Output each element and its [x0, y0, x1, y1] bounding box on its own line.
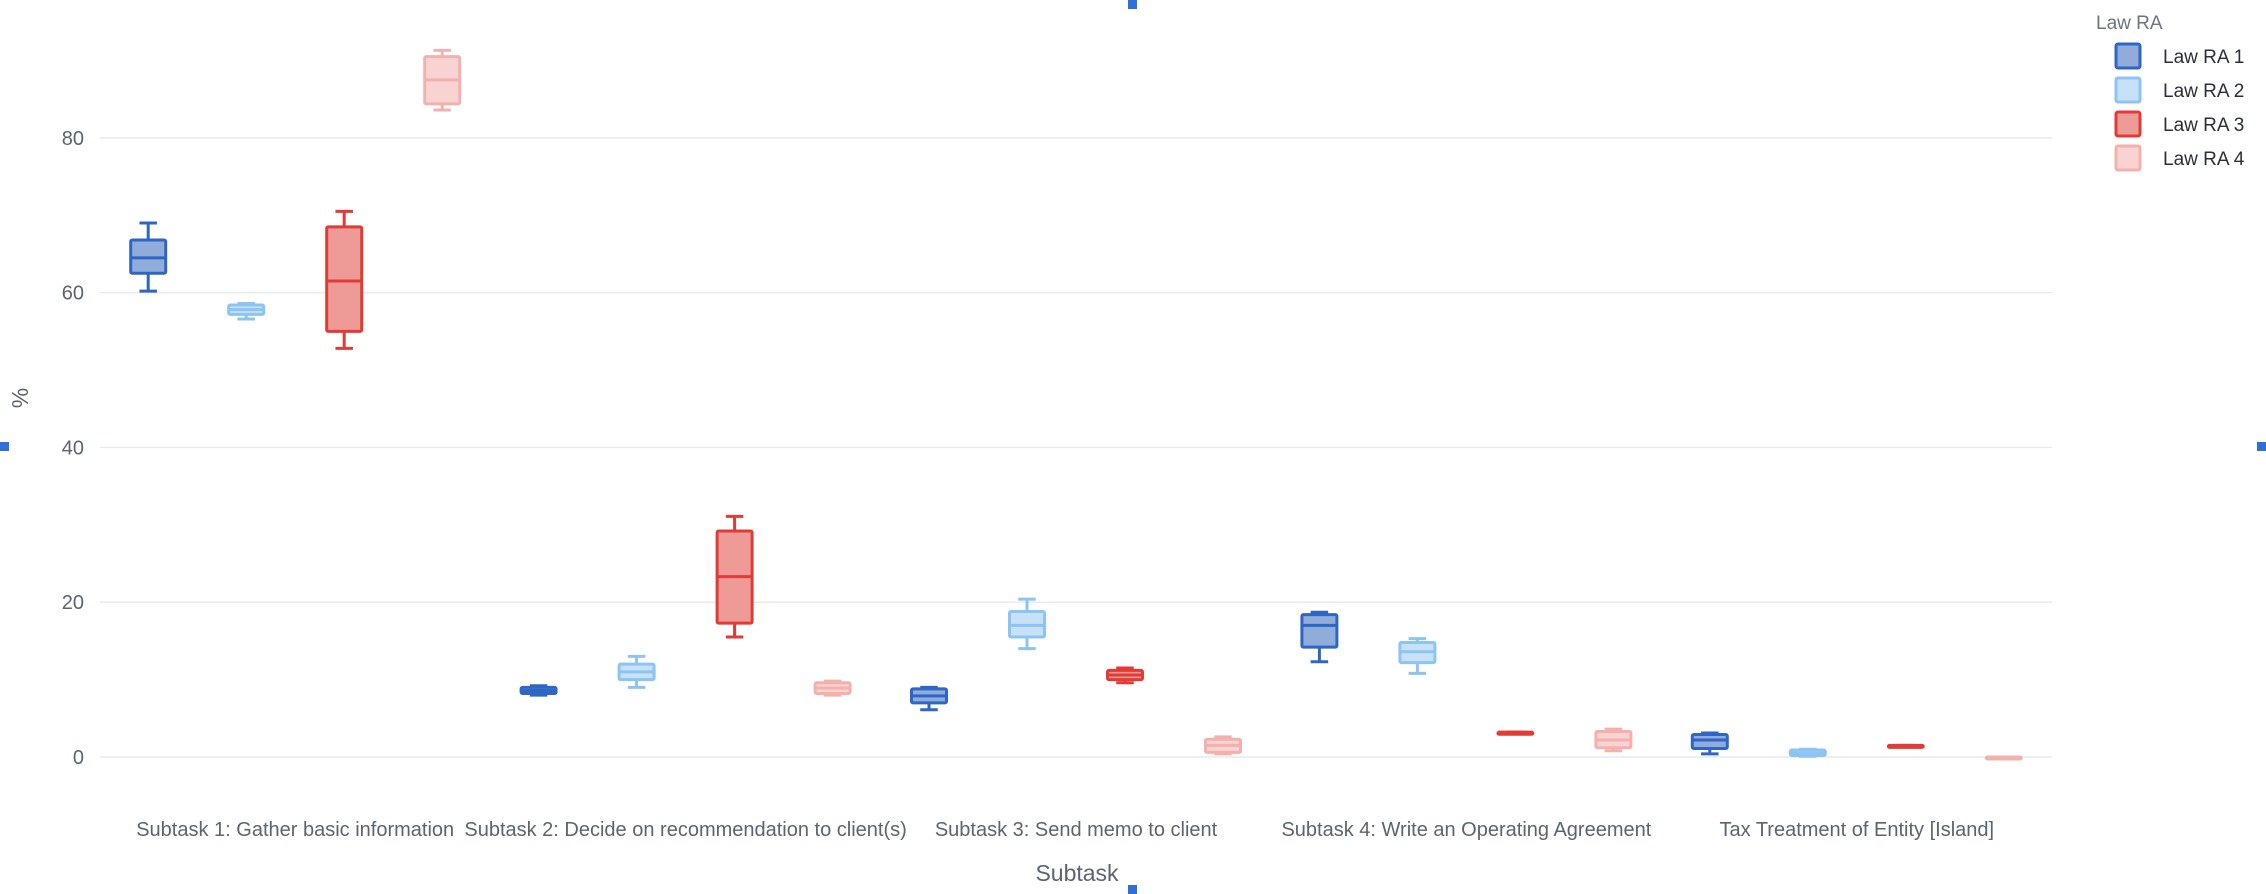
box-law-ra-1-cat-3 [910, 685, 948, 712]
boxes [129, 48, 2023, 761]
x-category-label: Subtask 2: Decide on recommendation to c… [464, 819, 906, 841]
legend-items: Law RA 1 Law RA 2 Law RA 3 Law RA 4 [2114, 42, 2245, 172]
legend-item-law-ra-2[interactable]: Law RA 2 [2114, 76, 2244, 104]
legend-title: Law RA [2096, 13, 2163, 34]
box-law-ra-1-cat-5 [1690, 731, 1729, 756]
gridlines [100, 137, 2052, 758]
y-tick-label: 40 [62, 437, 84, 459]
x-axis-title: Subtask [1035, 860, 1119, 886]
resize-handle-right[interactable] [2257, 442, 2266, 451]
legend-swatch [2114, 76, 2142, 104]
y-tick-label: 20 [62, 592, 84, 614]
box-law-ra-4-cat-1 [423, 48, 462, 112]
legend-label: Law RA 3 [2163, 115, 2244, 136]
box-law-ra-2-cat-2 [617, 654, 656, 689]
resize-handle-left[interactable] [0, 442, 9, 451]
box-law-ra-3-cat-5 [1886, 743, 1925, 749]
box-law-ra-3-cat-2 [715, 514, 754, 639]
box-law-ra-4-cat-3 [1204, 735, 1242, 756]
x-category-label: Tax Treatment of Entity [Island] [1720, 819, 1995, 841]
y-tick-label: 80 [62, 128, 84, 150]
legend-item-law-ra-3[interactable]: Law RA 3 [2114, 110, 2244, 138]
legend-label: Law RA 2 [2163, 81, 2244, 102]
box-body [1300, 613, 1339, 649]
x-category-label: Subtask 1: Gather basic information [136, 819, 454, 841]
box-law-ra-4-cat-4 [1594, 727, 1633, 753]
box-law-ra-2-cat-3 [1008, 597, 1046, 651]
box-law-ra-4-cat-5 [1984, 755, 2023, 761]
resize-handle-top[interactable] [1128, 0, 1137, 9]
box-law-ra-2-cat-5 [1788, 747, 1827, 758]
legend-label: Law RA 1 [2163, 47, 2244, 68]
box-law-ra-2-cat-1 [227, 301, 266, 321]
legend-swatch [2114, 144, 2142, 172]
legend-item-law-ra-1[interactable]: Law RA 1 [2114, 42, 2244, 70]
legend-item-law-ra-4[interactable]: Law RA 4 [2114, 144, 2245, 172]
box-law-ra-1-cat-2 [519, 684, 558, 697]
box-law-ra-1-cat-4 [1300, 610, 1339, 664]
y-tick-label: 60 [62, 283, 84, 305]
box-law-ra-1-cat-1 [129, 221, 168, 293]
legend-label: Law RA 4 [2163, 149, 2245, 170]
x-category-label: Subtask 4: Write an Operating Agreement [1281, 819, 1651, 841]
box-body [325, 225, 364, 333]
box-law-ra-4-cat-2 [813, 679, 852, 697]
x-category-label: Subtask 3: Send memo to client [935, 819, 1218, 841]
box-law-ra-3-cat-1 [325, 209, 364, 350]
box-law-ra-3-cat-3 [1106, 666, 1144, 685]
resize-handle-bottom[interactable] [1128, 885, 1137, 894]
y-tick-label: 0 [73, 747, 84, 769]
box-body [1690, 733, 1729, 750]
x-axis-categories: Subtask 1: Gather basic information Subta… [136, 819, 1994, 841]
y-axis-ticks: 0 20 40 60 80 [62, 128, 84, 769]
legend-swatch [2114, 42, 2142, 70]
y-axis-title: % [7, 388, 33, 408]
legend-swatch [2114, 110, 2142, 138]
box-law-ra-2-cat-4 [1398, 637, 1437, 675]
box-law-ra-3-cat-4 [1496, 730, 1535, 736]
legend: Law RA Law RA 1 Law RA 2 Law RA 3 Law RA 4 [2096, 13, 2245, 172]
